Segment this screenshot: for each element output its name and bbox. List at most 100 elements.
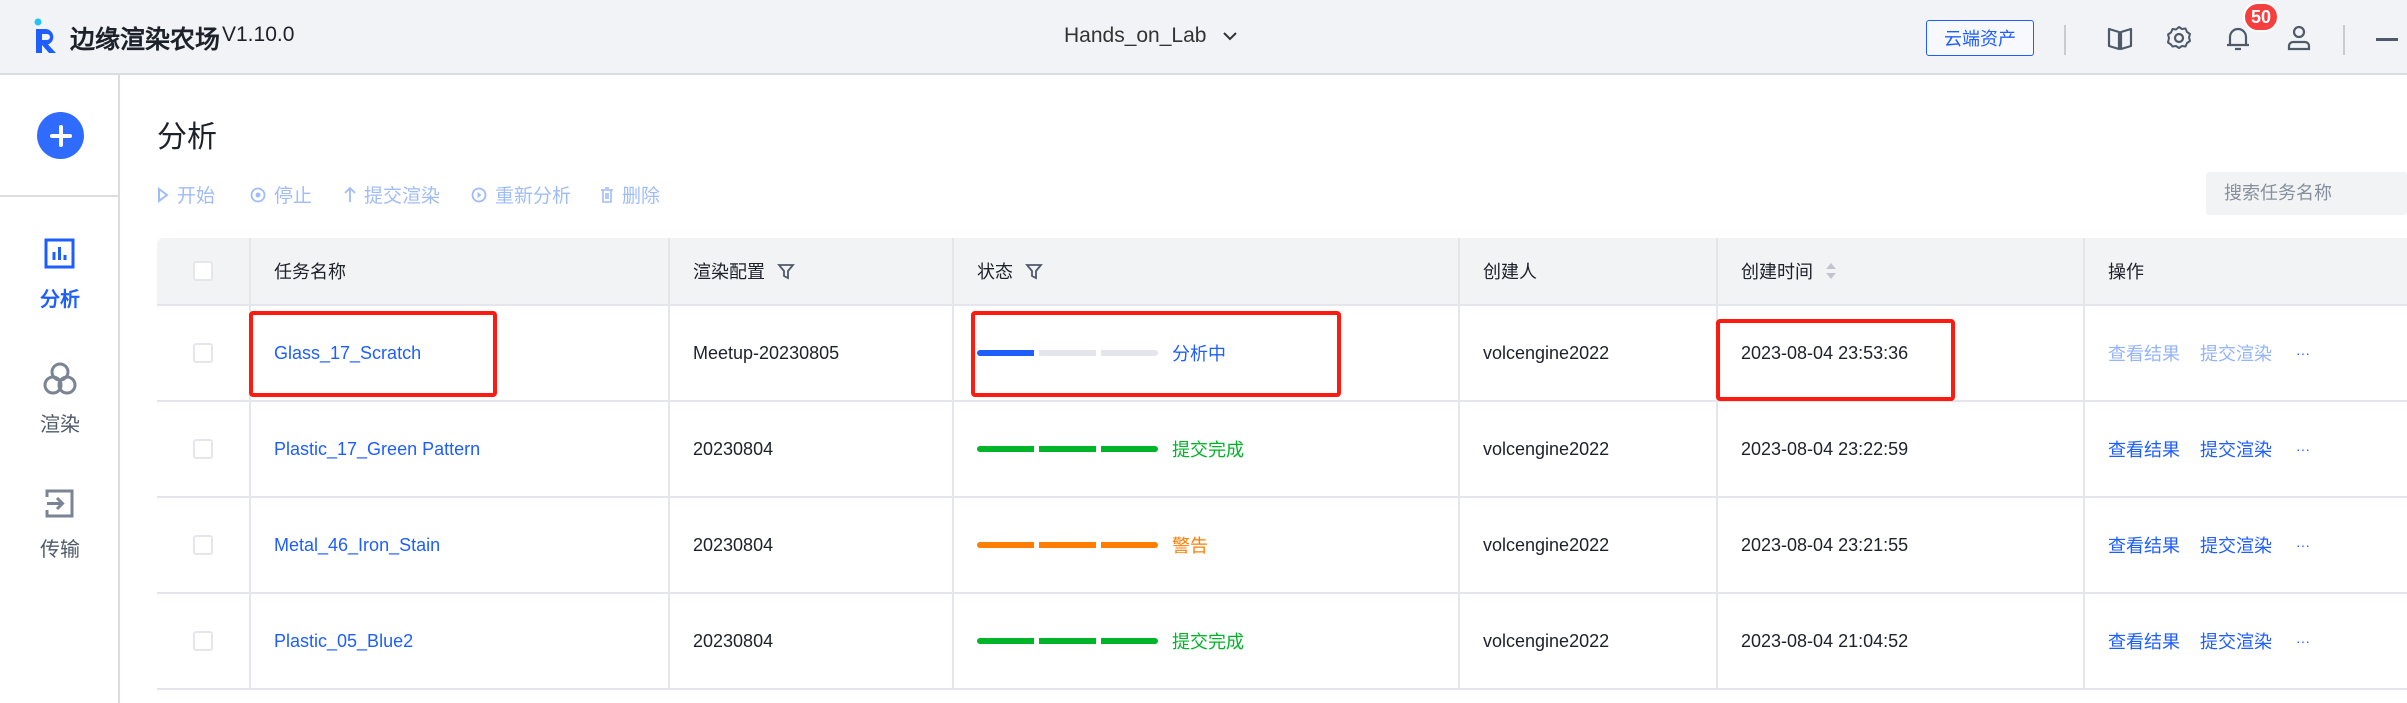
row-checkbox[interactable] — [193, 631, 213, 651]
created-time: 2023-08-04 23:53:36 — [1741, 342, 1909, 363]
task-name-link[interactable]: Plastic_05_Blue2 — [274, 630, 414, 651]
row-checkbox[interactable] — [193, 535, 213, 555]
project-selector[interactable]: Hands_on_Lab — [1064, 24, 1238, 48]
progress-segment — [977, 446, 1034, 452]
bell-icon[interactable] — [2224, 24, 2252, 52]
progress-segment — [1039, 446, 1096, 452]
column-label: 创建人 — [1483, 262, 1537, 282]
arrow-up-icon — [344, 186, 356, 202]
user-icon[interactable] — [2285, 24, 2313, 52]
view-result-link[interactable]: 查看结果 — [2108, 536, 2180, 556]
select-all-checkbox[interactable] — [193, 261, 213, 281]
column-label: 状态 — [977, 262, 1013, 282]
reanalyze-button[interactable]: 重新分析 — [471, 181, 571, 208]
stop-label: 停止 — [274, 186, 313, 207]
status-badge: 警告 — [1172, 536, 1208, 556]
render-config: 20230804 — [693, 438, 774, 459]
cloud-assets-button[interactable]: 云端资产 — [1926, 20, 2034, 56]
minimize-icon[interactable] — [2376, 38, 2398, 41]
submit-render-link[interactable]: 提交渲染 — [2200, 440, 2272, 460]
sidebar-item-label: 传输 — [40, 539, 80, 561]
column-header-config: 渲染配置 — [668, 238, 952, 304]
column-header-name: 任务名称 — [249, 238, 668, 304]
filter-icon[interactable] — [1025, 262, 1043, 280]
created-time: 2023-08-04 23:22:59 — [1741, 438, 1909, 459]
progress-segment — [1039, 638, 1096, 644]
sort-icon[interactable] — [1825, 261, 1837, 281]
view-result-link[interactable]: 查看结果 — [2108, 632, 2180, 652]
divider — [0, 195, 119, 197]
submit-render-link[interactable]: 提交渲染 — [2200, 344, 2272, 364]
task-name-link[interactable]: Metal_46_Iron_Stain — [274, 534, 441, 555]
created-time: 2023-08-04 23:21:55 — [1741, 534, 1909, 555]
delete-button[interactable]: 删除 — [600, 181, 660, 208]
creator: volcengine2022 — [1483, 534, 1610, 555]
reanalyze-label: 重新分析 — [495, 186, 572, 207]
top-bar: 边缘渲染农场 V1.10.0 Hands_on_Lab 云端资产 50 — [0, 0, 2407, 75]
progress-segment — [1039, 350, 1096, 356]
column-label: 任务名称 — [274, 262, 346, 282]
progress-segment — [1101, 638, 1158, 644]
status-progress — [977, 350, 1158, 356]
delete-label: 删除 — [622, 186, 661, 207]
stop-button[interactable]: 停止 — [250, 181, 312, 208]
task-name-link[interactable]: Glass_17_Scratch — [274, 342, 422, 363]
stop-circle-icon — [250, 187, 266, 202]
render-config: Meetup-20230805 — [693, 342, 840, 363]
view-result-link[interactable]: 查看结果 — [2108, 344, 2180, 364]
start-label: 开始 — [177, 186, 216, 207]
submit-render-link[interactable]: 提交渲染 — [2200, 632, 2272, 652]
table-row: Metal_46_Iron_Stain 20230804 警告 volcengi… — [157, 498, 2407, 594]
view-result-link[interactable]: 查看结果 — [2108, 440, 2180, 460]
gear-icon[interactable] — [2165, 24, 2193, 52]
created-time: 2023-08-04 21:04:52 — [1741, 630, 1909, 651]
task-name-link[interactable]: Plastic_17_Green Pattern — [274, 438, 481, 459]
more-actions-button[interactable]: ··· — [2296, 345, 2310, 361]
highlight-box — [1716, 319, 1955, 401]
more-actions-button[interactable]: ··· — [2296, 441, 2310, 457]
book-icon[interactable] — [2106, 24, 2134, 52]
render-config: 20230804 — [693, 534, 774, 555]
column-label: 创建时间 — [1741, 262, 1813, 282]
more-actions-button[interactable]: ··· — [2296, 537, 2310, 553]
start-button[interactable]: 开始 — [157, 181, 215, 208]
status-badge: 提交完成 — [1172, 632, 1244, 652]
search-input[interactable] — [2206, 172, 2407, 215]
row-checkbox[interactable] — [193, 439, 213, 459]
render-config: 20230804 — [693, 630, 774, 651]
trash-icon — [601, 186, 613, 203]
progress-segment — [1101, 446, 1158, 452]
sidebar-item-label: 渲染 — [40, 414, 80, 436]
plus-icon — [49, 124, 72, 147]
add-task-button[interactable] — [37, 112, 84, 159]
progress-segment — [977, 638, 1034, 644]
highlight-box — [971, 311, 1341, 397]
app-logo-icon — [34, 18, 56, 53]
play-icon — [158, 186, 169, 203]
submit-render-link[interactable]: 提交渲染 — [2200, 536, 2272, 556]
row-checkbox[interactable] — [193, 343, 213, 363]
submit-render-button[interactable]: 提交渲染 — [344, 181, 440, 208]
filter-icon[interactable] — [777, 262, 795, 280]
status-progress — [977, 446, 1158, 452]
status-progress — [977, 638, 1158, 644]
chevron-down-icon — [1223, 32, 1238, 41]
import-icon — [45, 489, 74, 518]
progress-segment — [977, 350, 1034, 356]
creator: volcengine2022 — [1483, 438, 1610, 459]
creator: volcengine2022 — [1483, 342, 1610, 363]
progress-segment — [1101, 542, 1158, 548]
status-badge: 提交完成 — [1172, 440, 1244, 460]
more-actions-button[interactable]: ··· — [2296, 633, 2310, 649]
table-row: Plastic_05_Blue2 20230804 提交完成 volcengin… — [157, 594, 2407, 690]
table-row: Glass_17_Scratch Meetup-20230805 分析中 vol… — [157, 306, 2407, 402]
project-name: Hands_on_Lab — [1064, 24, 1207, 47]
app-version: V1.10.0 — [222, 23, 295, 46]
submit-render-label: 提交渲染 — [364, 186, 441, 207]
status-progress — [977, 542, 1158, 548]
column-header-status: 状态 — [952, 238, 1458, 304]
progress-segment — [977, 542, 1034, 548]
circles-icon — [43, 362, 77, 395]
creator: volcengine2022 — [1483, 630, 1610, 651]
column-header-creator: 创建人 — [1458, 238, 1716, 304]
